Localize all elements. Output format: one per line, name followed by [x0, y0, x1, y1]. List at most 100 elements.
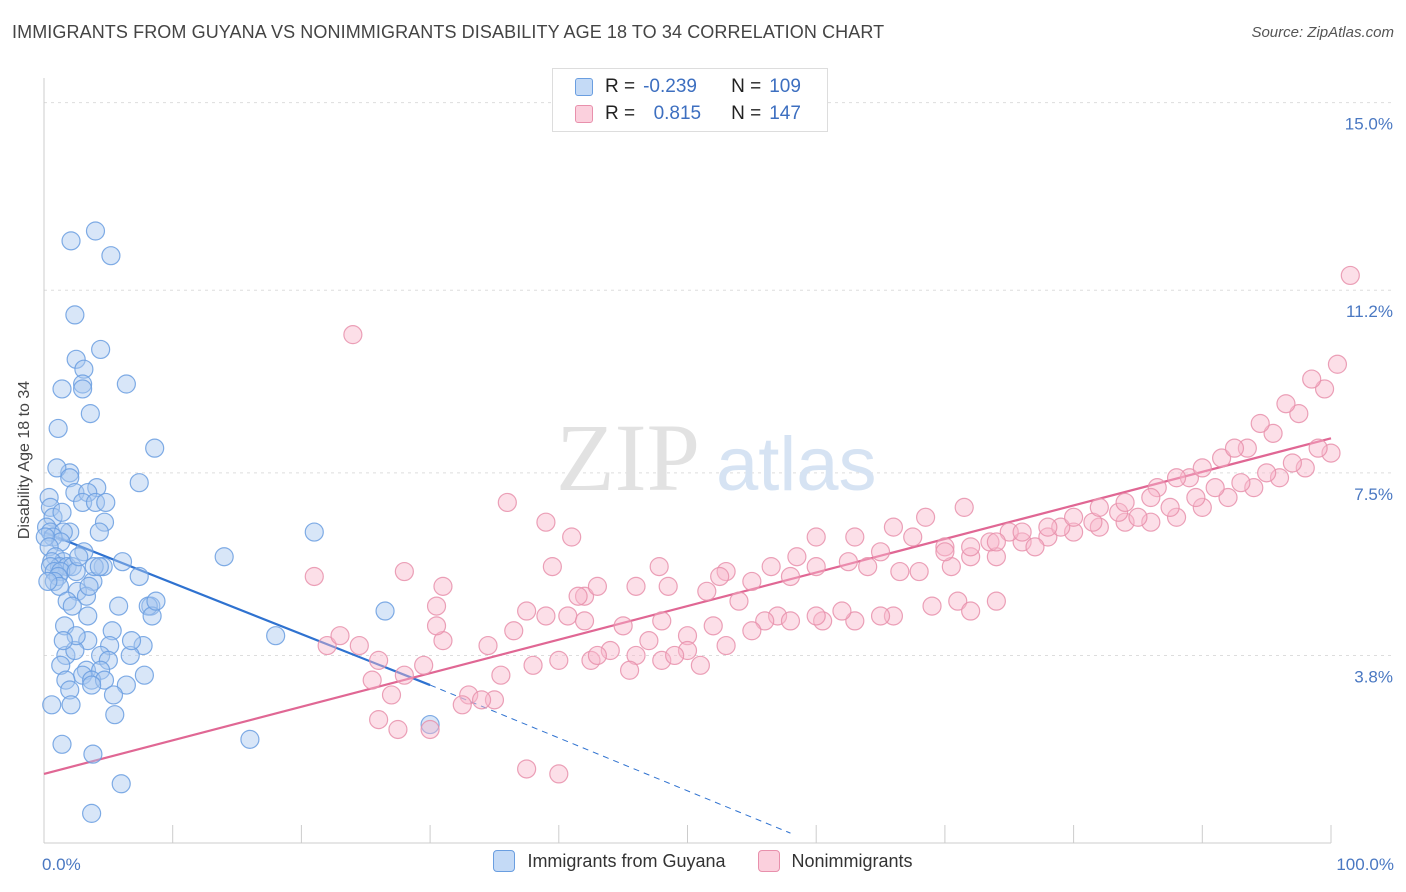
point-nonimmigrant	[497, 492, 517, 513]
y-tick-label: 15.0%	[1345, 115, 1393, 134]
point-guyana	[96, 492, 116, 513]
point-nonimmigrant	[362, 670, 382, 690]
point-nonimmigrant	[433, 576, 453, 596]
point-guyana	[116, 675, 136, 695]
point-guyana	[69, 547, 89, 567]
point-guyana	[94, 512, 115, 532]
point-nonimmigrant	[1012, 522, 1032, 542]
point-nonimmigrant	[517, 601, 537, 621]
point-nonimmigrant	[639, 631, 659, 651]
point-nonimmigrant	[652, 611, 672, 631]
point-nonimmigrant	[1308, 438, 1328, 458]
point-nonimmigrant	[870, 606, 891, 626]
point-nonimmigrant	[954, 497, 974, 517]
point-guyana	[375, 601, 395, 621]
point-guyana	[78, 631, 98, 651]
point-nonimmigrant	[1109, 502, 1129, 522]
point-nonimmigrant	[915, 507, 936, 527]
point-guyana	[133, 635, 153, 656]
point-nonimmigrant	[1327, 354, 1348, 374]
point-nonimmigrant	[349, 635, 369, 656]
point-nonimmigrant	[1295, 458, 1315, 478]
point-nonimmigrant	[1115, 512, 1135, 532]
point-nonimmigrant	[568, 586, 588, 606]
point-guyana	[120, 645, 140, 666]
point-guyana	[84, 557, 104, 577]
point-guyana	[53, 631, 73, 651]
point-guyana	[67, 581, 88, 601]
point-guyana	[78, 606, 98, 626]
point-guyana	[39, 487, 59, 508]
point-guyana	[129, 473, 149, 493]
watermark-atlas: atlas	[716, 422, 877, 507]
series-name-nonimmigrants: Nonimmigrants	[791, 850, 913, 871]
point-nonimmigrant	[858, 557, 878, 577]
point-nonimmigrant	[1263, 423, 1283, 443]
point-nonimmigrant	[394, 665, 414, 685]
point-guyana	[87, 478, 107, 498]
point-nonimmigrant	[517, 759, 537, 779]
point-nonimmigrant	[961, 547, 981, 567]
point-nonimmigrant	[716, 635, 736, 656]
point-nonimmigrant	[767, 606, 788, 626]
watermark-zip: ZIP	[556, 404, 700, 511]
point-guyana	[142, 606, 162, 626]
point-guyana	[78, 482, 98, 503]
point-nonimmigrant	[304, 566, 324, 587]
point-nonimmigrant	[1212, 448, 1232, 468]
point-nonimmigrant	[1166, 468, 1187, 488]
point-nonimmigrant	[1224, 438, 1245, 458]
point-nonimmigrant	[890, 561, 910, 582]
point-nonimmigrant	[845, 527, 865, 547]
point-guyana	[103, 685, 124, 705]
point-guyana	[42, 695, 62, 715]
point-guyana	[74, 359, 94, 379]
point-nonimmigrant	[658, 576, 678, 596]
point-nonimmigrant	[478, 635, 498, 656]
point-nonimmigrant	[1089, 517, 1109, 537]
series-swatch-pink	[757, 850, 780, 872]
point-nonimmigrant	[780, 566, 801, 587]
point-guyana	[85, 221, 106, 241]
series-legend: Immigrants from Guyana Nonimmigrants	[0, 850, 1406, 872]
point-nonimmigrant	[536, 512, 556, 532]
point-nonimmigrant	[626, 576, 646, 596]
point-nonimmigrant	[420, 719, 440, 740]
point-nonimmigrant	[1166, 507, 1187, 527]
point-nonimmigrant	[703, 616, 723, 636]
point-nonimmigrant	[369, 650, 389, 670]
point-nonimmigrant	[459, 685, 479, 705]
point-guyana	[61, 695, 81, 715]
point-nonimmigrant	[1340, 265, 1360, 286]
series-legend-nonimmigrants: Nonimmigrants	[757, 850, 913, 872]
y-tick-label: 7.5%	[1354, 485, 1393, 504]
point-guyana	[79, 576, 99, 596]
point-guyana	[35, 527, 55, 547]
series-name-guyana: Immigrants from Guyana	[527, 850, 726, 871]
point-nonimmigrant	[986, 591, 1006, 611]
legend-r-value: 0.815	[653, 103, 702, 124]
point-nonimmigrant	[1147, 478, 1167, 498]
point-nonimmigrant	[690, 655, 710, 675]
point-guyana	[89, 522, 109, 542]
point-nonimmigrant	[813, 611, 833, 631]
point-nonimmigrant	[330, 626, 350, 646]
x-tick-label-max: 100.0%	[1336, 855, 1394, 874]
point-nonimmigrant	[317, 635, 337, 656]
data-points	[35, 221, 1360, 823]
point-nonimmigrant	[491, 665, 511, 685]
point-guyana	[65, 305, 85, 325]
point-guyana	[52, 734, 72, 754]
point-nonimmigrant	[562, 527, 582, 547]
point-nonimmigrant	[697, 581, 717, 601]
legend-n-label: N =	[731, 76, 762, 97]
point-nonimmigrant	[1063, 507, 1084, 527]
point-nonimmigrant	[806, 527, 826, 547]
point-guyana	[60, 463, 80, 483]
trend-line-nonimmigrants	[43, 437, 1332, 775]
point-guyana	[112, 552, 133, 572]
point-nonimmigrant	[549, 764, 569, 784]
point-nonimmigrant	[935, 537, 955, 557]
point-nonimmigrant	[903, 527, 923, 547]
